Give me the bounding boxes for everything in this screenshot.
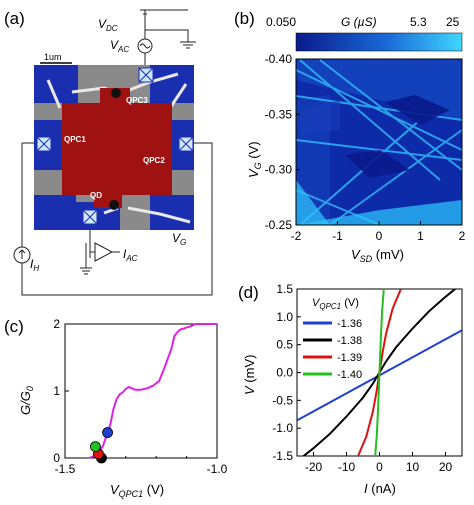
chart-c-xlabel: VQPC1 (V)	[110, 482, 164, 499]
chart-d-y-tick-label: 1.5	[276, 282, 293, 296]
vac-label: VAC	[110, 38, 129, 54]
circuit-wires	[21, 9, 213, 296]
qd-label: QD	[90, 191, 102, 200]
heatmap-x-tick-label: 1	[417, 229, 424, 243]
chart-d-xlabel: I (nA)	[364, 481, 396, 496]
panel-b: (b) 0.050 G (µS) 5.3 25	[234, 9, 466, 264]
heatmap-ylabel: VG (V)	[246, 141, 263, 178]
chart-d-legend-label: -1.38	[337, 335, 362, 347]
heatmap-xlabel: VSD (mV)	[351, 247, 404, 264]
ground-icon-2	[80, 267, 92, 275]
scale-bar-label: 1um	[44, 52, 62, 62]
plot-c	[88, 323, 217, 464]
chart-d-legend-label: -1.40	[337, 369, 362, 381]
chart-d-legend: VQPC1 (V) -1.36 -1.38 -1.39 -1.40	[303, 297, 362, 381]
colorbar-tick-0: 0.050	[266, 15, 296, 29]
chart-d-x-tick-label: 0	[376, 460, 383, 474]
axes-d: -20 -10 0 10 20 -1.5 -1.0 -0.5 0.0 0.5 1.0 1.5	[272, 282, 452, 474]
colorbar	[295, 32, 463, 52]
heatmap-x-tick-label: 2	[459, 229, 466, 243]
panel-b-label: (b)	[234, 9, 255, 28]
qpc1-label: QPC1	[64, 135, 86, 144]
chart-d-y-tick-label: 1.0	[276, 310, 293, 324]
heatmap	[295, 59, 463, 226]
panel-a: (a) VDC VAC 1um	[4, 9, 213, 296]
chart-c-frame	[64, 323, 218, 459]
2deg-region	[62, 103, 172, 195]
ohmic-contacts	[36, 67, 194, 225]
chart-c-y-tick-label: 0	[53, 451, 60, 465]
chart-c-ylabel: G/G0	[18, 386, 35, 415]
panel-d: (d) -20 -10 0 10 20-1.5-1.0-0.50.00.51.01.5 …	[238, 282, 463, 496]
amplifier-icon	[94, 242, 114, 262]
heatmap-y-tick-label: -0.40	[265, 52, 293, 66]
panel-c-label: (c)	[4, 317, 24, 336]
heatmap-y-tick-label: -0.25	[265, 218, 293, 232]
chart-c-x-tick-label: -1.0	[207, 462, 228, 476]
heatmap-y-tick-label: -0.30	[265, 163, 293, 177]
plot-d	[297, 289, 462, 456]
chart-c-y-tick-label: 1	[53, 384, 60, 398]
panel-a-label: (a)	[4, 9, 25, 28]
chart-d-y-tick-label: 0.0	[276, 366, 293, 380]
chart-d-y-tick-label: 0.5	[276, 338, 293, 352]
chart-c-marker	[102, 427, 113, 438]
chart-c-x-tick-label: -1.5	[55, 462, 76, 476]
chart-d-series-line	[374, 289, 385, 456]
chart-d-x-tick-label: -10	[338, 460, 356, 474]
colorbar-tick-1: 5.3	[410, 15, 427, 29]
chart-d-y-tick-label: -0.5	[272, 393, 293, 407]
chart-d-legend-label: -1.36	[337, 318, 362, 330]
axes-b: -2 -1 0 1 2 -0.40 -0.35 -0.30 -0.25	[265, 52, 466, 243]
colorbar-title: G (µS)	[341, 15, 377, 29]
chart-d-legend-label: -1.39	[337, 352, 362, 364]
heatmap-y-tick-label: -0.35	[265, 107, 293, 121]
panel-c: (c) -1.5 -1.0 0 1 2 VQPC1 (V) G/G0	[4, 317, 228, 499]
vdc-label: VDC	[98, 17, 118, 33]
chart-d-y-tick-label: -1.5	[272, 449, 293, 463]
vg-label: VG	[172, 231, 186, 247]
panel-d-label: (d)	[238, 283, 259, 302]
ih-label: IH	[30, 257, 39, 273]
chart-d-x-tick-label: -20	[305, 460, 323, 474]
chart-c-series-line	[88, 323, 217, 459]
chart-d-y-tick-label: -1.0	[272, 421, 293, 435]
colorbar-tick-2: 25	[446, 15, 460, 29]
chart-c-marker	[90, 441, 101, 453]
heatmap-x-tick-label: -1	[332, 229, 343, 243]
chart-c-y-tick-label: 2	[53, 317, 60, 331]
ground-icon	[180, 41, 196, 49]
qpc3-label: QPC3	[126, 96, 148, 105]
heatmap-x-tick-label: -2	[291, 229, 302, 243]
battery-icon	[140, 9, 150, 15]
chart-d-x-tick-label: 20	[439, 460, 453, 474]
qpc2-label: QPC2	[143, 156, 165, 165]
heatmap-x-tick-label: 0	[376, 229, 383, 243]
axes-c: -1.5 -1.0 0 1 2	[53, 317, 227, 476]
chart-d-ylabel: V (mV)	[242, 355, 257, 395]
chart-d-x-tick-label: 10	[406, 460, 420, 474]
chart-d-legend-title: VQPC1 (V)	[312, 297, 359, 311]
iac-label: IAC	[123, 247, 138, 263]
